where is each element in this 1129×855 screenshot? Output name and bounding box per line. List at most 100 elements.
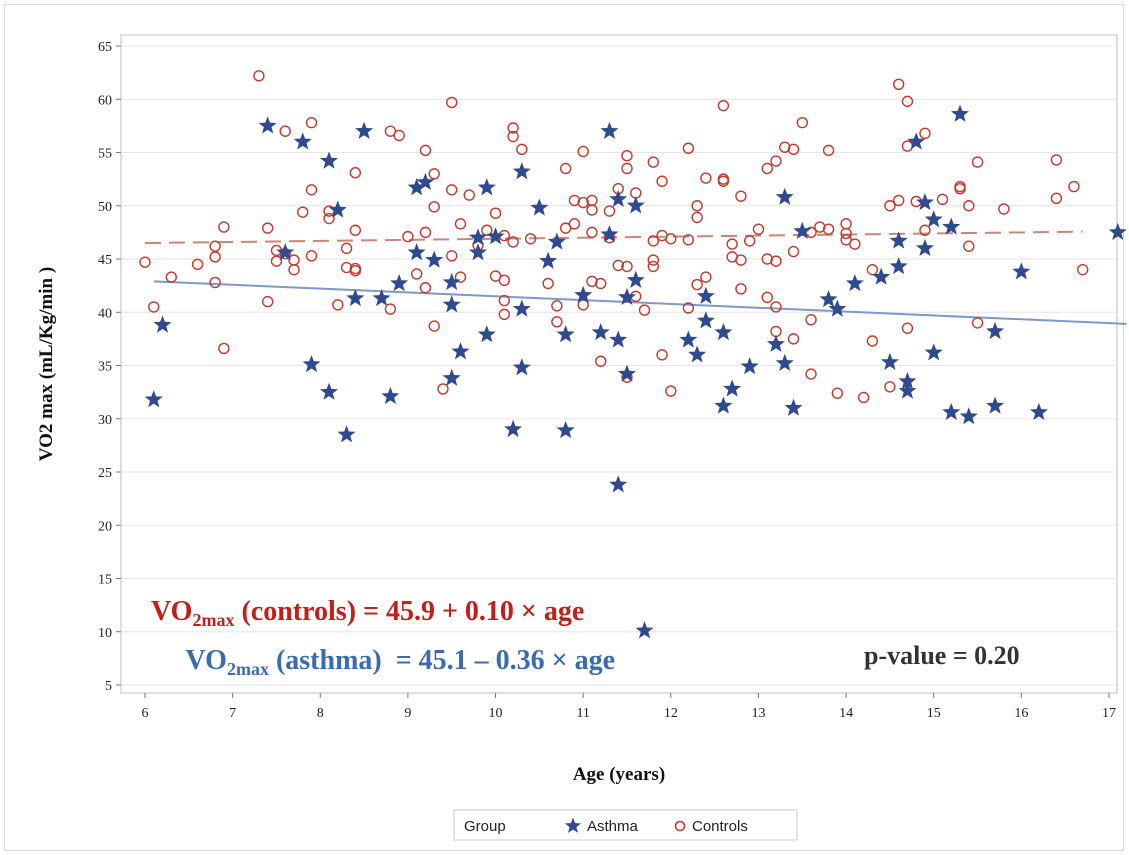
point-controls xyxy=(892,194,905,207)
point-asthma xyxy=(512,358,531,376)
point-controls xyxy=(717,175,730,187)
point-controls xyxy=(437,383,449,395)
point-asthma xyxy=(381,386,400,405)
point-controls xyxy=(270,255,283,267)
point-asthma xyxy=(293,132,312,150)
point-controls xyxy=(218,342,230,355)
point-controls xyxy=(770,155,782,167)
point-controls xyxy=(568,218,581,230)
x-axis-ticks: 6 7 8 9 10 11 12 13 14 15 16 17 xyxy=(142,693,1116,721)
point-asthma xyxy=(600,121,619,139)
point-controls xyxy=(954,183,966,195)
point-controls xyxy=(963,240,975,252)
point-asthma xyxy=(766,334,786,352)
point-controls xyxy=(542,277,554,290)
point-controls xyxy=(586,226,598,239)
point-asthma xyxy=(468,228,488,246)
point-controls xyxy=(1068,180,1080,193)
point-controls xyxy=(419,226,432,239)
point-asthma xyxy=(626,196,645,214)
x-tick-label: 15 xyxy=(927,706,941,721)
point-asthma xyxy=(617,364,637,382)
point-controls xyxy=(384,303,397,315)
point-asthma xyxy=(959,407,978,425)
y-tick-label: 55 xyxy=(98,147,112,162)
point-controls xyxy=(647,235,659,247)
point-controls xyxy=(428,201,440,213)
point-controls xyxy=(323,212,335,225)
point-controls xyxy=(919,127,931,140)
data-points xyxy=(139,70,1127,639)
point-controls xyxy=(647,254,659,266)
point-asthma xyxy=(740,357,759,375)
point-controls xyxy=(454,218,467,230)
point-asthma xyxy=(942,217,961,235)
point-controls xyxy=(884,200,896,212)
point-controls xyxy=(691,200,703,212)
point-controls xyxy=(919,224,931,236)
y-tick-label: 50 xyxy=(98,200,112,215)
y-tick-label: 35 xyxy=(98,360,112,375)
point-asthma xyxy=(714,396,733,414)
point-asthma xyxy=(688,345,707,363)
point-controls xyxy=(349,265,362,277)
point-controls xyxy=(595,277,607,290)
point-asthma xyxy=(504,419,523,438)
point-controls xyxy=(621,260,633,273)
regression-line-asthma xyxy=(153,280,1127,325)
point-controls xyxy=(682,234,695,246)
x-tick-label: 10 xyxy=(489,706,503,721)
point-asthma xyxy=(942,402,961,421)
point-asthma xyxy=(302,354,321,373)
point-asthma xyxy=(407,178,426,196)
point-asthma xyxy=(530,198,549,216)
point-asthma xyxy=(337,425,356,443)
point-controls xyxy=(971,156,984,168)
point-controls xyxy=(805,368,817,380)
legend-title: Group xyxy=(464,818,506,835)
point-asthma xyxy=(819,289,838,308)
point-controls xyxy=(340,242,353,255)
point-asthma xyxy=(723,379,742,397)
point-asthma xyxy=(898,371,917,390)
point-controls xyxy=(735,254,747,266)
point-controls xyxy=(419,282,432,294)
point-controls xyxy=(901,95,914,108)
point-controls xyxy=(761,162,773,175)
point-controls xyxy=(1050,192,1063,204)
x-tick-label: 7 xyxy=(229,706,236,721)
legend-box xyxy=(453,809,798,841)
x-tick-label: 6 xyxy=(142,706,149,721)
y-tick-label: 15 xyxy=(98,573,112,588)
point-asthma xyxy=(784,398,803,416)
point-asthma xyxy=(600,225,619,243)
point-asthma xyxy=(442,272,461,291)
y-tick-label: 30 xyxy=(98,413,112,428)
legend-circle-icon xyxy=(674,820,686,832)
y-tick-label: 45 xyxy=(98,253,112,268)
x-tick-label: 16 xyxy=(1014,706,1028,721)
point-asthma xyxy=(626,270,645,288)
point-controls xyxy=(165,271,177,283)
point-asthma xyxy=(407,243,426,261)
point-controls xyxy=(507,130,519,143)
point-controls xyxy=(752,223,765,235)
y-tick-label: 25 xyxy=(98,466,112,481)
point-controls xyxy=(410,268,423,280)
point-controls xyxy=(288,254,300,266)
point-controls xyxy=(524,233,537,245)
point-controls xyxy=(577,145,589,158)
point-controls xyxy=(1077,263,1089,276)
point-controls xyxy=(305,116,318,129)
point-asthma xyxy=(442,368,461,386)
point-controls xyxy=(586,204,598,216)
point-controls xyxy=(866,335,879,347)
point-controls xyxy=(787,143,800,156)
legend-star-icon xyxy=(564,817,582,833)
point-asthma xyxy=(898,381,917,399)
point-asthma xyxy=(512,162,531,180)
point-asthma xyxy=(609,189,628,208)
point-asthma xyxy=(1029,402,1048,421)
x-tick-label: 11 xyxy=(576,706,589,721)
